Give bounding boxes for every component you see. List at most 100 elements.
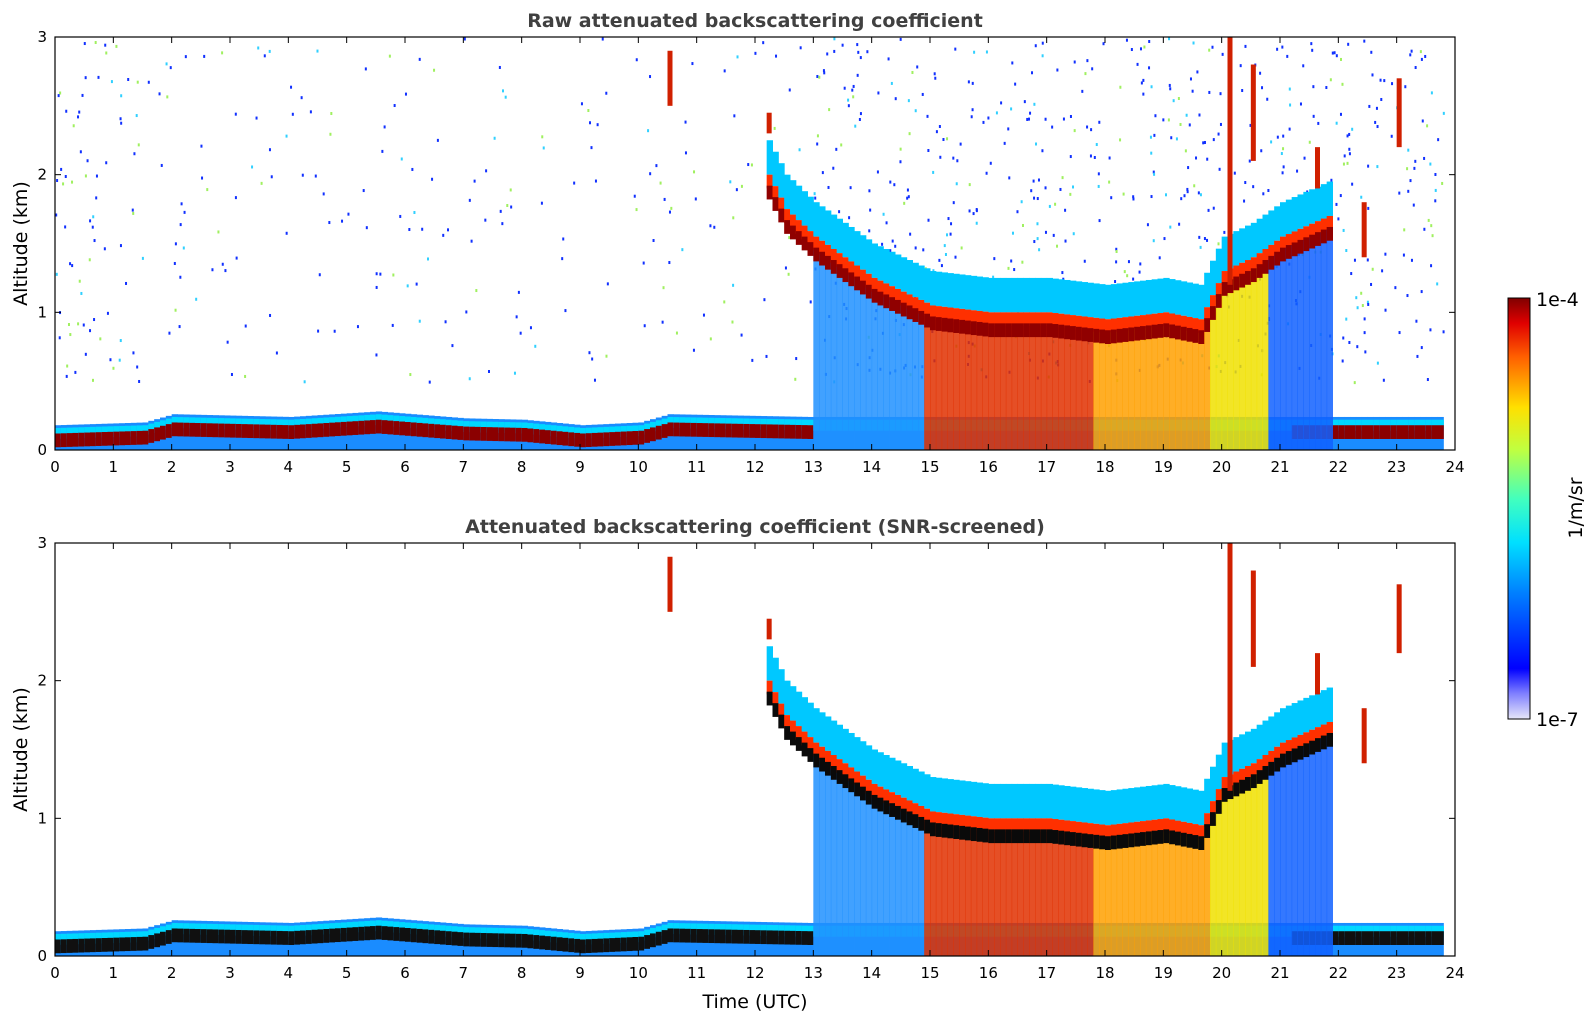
- noise-speck: [1197, 191, 1200, 195]
- cloud-base-cell: [1134, 326, 1141, 341]
- boundary-layer-cell: [714, 929, 721, 944]
- precip-cell: [1052, 326, 1059, 450]
- cloud-base-cell: [1285, 751, 1293, 765]
- cloud-cell: [1110, 318, 1118, 333]
- boundary-layer-cell: [1332, 931, 1339, 945]
- x-tick-label: 5: [342, 964, 352, 982]
- noise-speck: [510, 205, 513, 209]
- noise-speck: [907, 195, 910, 199]
- boundary-layer-cell: [1390, 425, 1398, 439]
- boundary-layer-cell: [235, 929, 243, 944]
- noise-speck: [1177, 96, 1180, 100]
- noise-speck: [887, 57, 890, 61]
- noise-speck: [92, 215, 95, 219]
- high-cloud-streak: [667, 50, 673, 106]
- cloud-cell: [918, 805, 925, 820]
- cloud-cell: [1315, 692, 1322, 728]
- boundary-layer-cell: [603, 432, 610, 447]
- cloud-cell: [1274, 206, 1281, 241]
- cloud-cell: [1093, 317, 1100, 332]
- cloud-base-cell: [854, 276, 861, 291]
- noise-speck: [1038, 248, 1041, 252]
- cloud-cell: [1245, 731, 1252, 767]
- cloud-cell: [871, 243, 878, 278]
- noise-speck: [1090, 128, 1093, 132]
- noise-speck: [1199, 245, 1202, 249]
- cloud-cell: [883, 755, 890, 790]
- precip-cell: [1326, 229, 1333, 450]
- boundary-layer-cell: [387, 420, 394, 435]
- precip-cell: [825, 764, 832, 956]
- cloud-cell: [790, 214, 797, 229]
- noise-speck: [132, 351, 135, 355]
- boundary-layer-cell: [294, 424, 301, 439]
- cloud-base-cell: [854, 782, 861, 797]
- boundary-layer-cell: [615, 431, 622, 446]
- boundary-layer-cell: [364, 420, 371, 435]
- noise-speck: [564, 309, 567, 313]
- noise-speck: [847, 98, 850, 102]
- noise-speck: [784, 266, 787, 270]
- cloud-cell: [1011, 277, 1018, 313]
- noise-speck: [1212, 138, 1215, 142]
- noise-speck: [1031, 71, 1034, 75]
- noise-speck: [1123, 270, 1126, 274]
- boundary-layer-cell: [515, 933, 523, 948]
- boundary-layer-cell: [620, 937, 628, 952]
- noise-speck: [1180, 197, 1183, 201]
- noise-speck: [1404, 85, 1407, 89]
- noise-speck: [1423, 156, 1426, 160]
- cloud-base-cell: [1122, 328, 1129, 342]
- noise-speck: [643, 324, 646, 328]
- noise-speck: [465, 310, 468, 314]
- boundary-layer-cell: [1414, 425, 1421, 439]
- cloud-base-cell: [900, 808, 908, 823]
- cloud-base-cell: [1175, 325, 1182, 340]
- cloud-base-cell: [1221, 282, 1228, 296]
- noise-speck: [1384, 308, 1387, 312]
- noise-speck: [1239, 64, 1242, 68]
- cloud-base-cell: [1192, 835, 1199, 849]
- boundary-layer-cell: [422, 929, 429, 944]
- cloud-cell: [877, 752, 884, 787]
- noise-speck: [985, 50, 988, 54]
- noise-speck: [606, 282, 609, 286]
- cloud-base-cell: [1320, 735, 1328, 750]
- precip-cell: [900, 811, 908, 956]
- noise-speck: [1098, 120, 1101, 124]
- boundary-layer-cell: [498, 933, 505, 948]
- boundary-layer-cell: [78, 432, 85, 447]
- cloud-cell: [1320, 690, 1328, 725]
- precip-cell: [994, 326, 1001, 450]
- cloud-cell: [790, 686, 797, 721]
- cloud-cell: [1303, 732, 1310, 747]
- boundary-layer-cell: [224, 929, 231, 944]
- cloud-cell: [988, 818, 995, 833]
- noise-speck: [840, 143, 843, 147]
- noise-speck: [1130, 48, 1133, 52]
- cloud-cell: [1134, 281, 1141, 316]
- boundary-layer-cell: [638, 430, 645, 445]
- boundary-layer-cell: [305, 424, 313, 438]
- noise-speck: [852, 84, 855, 88]
- noise-speck: [519, 331, 522, 335]
- boundary-layer-cell: [737, 929, 744, 944]
- cloud-cell: [1221, 236, 1228, 272]
- cloud-base-cell: [778, 208, 785, 223]
- y-tick-label: 3: [37, 28, 47, 46]
- noise-speck: [1367, 302, 1370, 306]
- cloud-cell: [836, 724, 843, 760]
- cloud-cell: [1315, 221, 1322, 235]
- boundary-layer-cell: [539, 429, 546, 444]
- cloud-cell: [1315, 727, 1322, 741]
- noise-speck: [938, 124, 941, 128]
- colorbar: 1e-4 1e-7 1/m/sr: [1507, 289, 1587, 731]
- cloud-base-cell: [1000, 323, 1007, 338]
- precip-cell: [860, 283, 867, 450]
- cloud-base-cell: [912, 308, 919, 322]
- noise-speck: [65, 109, 68, 113]
- noise-speck: [732, 216, 735, 220]
- boundary-layer-cell: [270, 424, 278, 439]
- noise-speck: [794, 377, 797, 381]
- noise-speck: [906, 196, 909, 200]
